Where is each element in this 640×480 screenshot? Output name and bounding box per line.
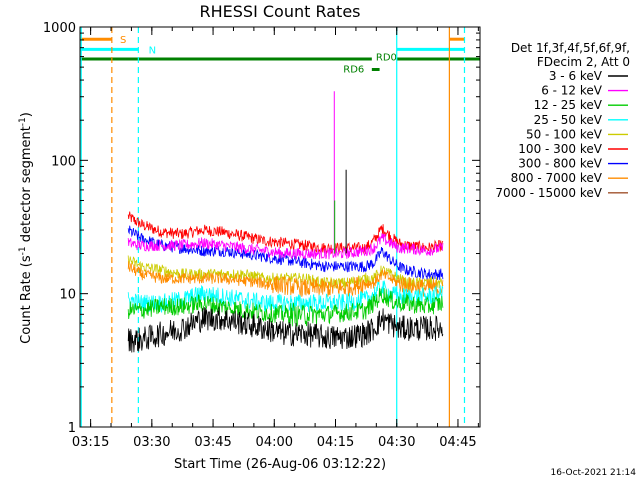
x-axis: 03:15 03:30 03:45 04:00 04:15 04:30 04:45 <box>72 27 479 450</box>
y-tick-label-2: 100 <box>51 154 76 169</box>
footer-date: 16-Oct-2021 21:14 <box>551 468 637 478</box>
legend-header-0: Det 1f,3f,4f,5f,6f,9f, <box>511 41 630 55</box>
y-axis-label-end: ) <box>19 112 34 117</box>
series-line-4 <box>127 261 444 298</box>
legend-label-8: 7000 - 15000 keV <box>495 186 602 200</box>
flag-bar-label-0: S <box>120 35 126 46</box>
x-tick-label-6: 04:45 <box>439 435 476 450</box>
x-tick-label-4: 04:15 <box>317 435 354 450</box>
plot-frame <box>79 26 481 428</box>
legend-label-2: 12 - 25 keV <box>534 98 603 112</box>
flag-bar-1: N <box>80 45 156 56</box>
y-tick-label-1: 10 <box>59 288 76 303</box>
legend-label-3: 25 - 50 keV <box>534 113 603 127</box>
series-line-6 <box>127 287 444 327</box>
legend-label-4: 50 - 100 keV <box>526 127 603 141</box>
y-axis-label-sup2: -1 <box>18 117 28 126</box>
x-axis-label: Start Time (26-Aug-06 03:12:22) <box>174 457 386 472</box>
x-tick-label-1: 03:30 <box>133 435 170 450</box>
y-axis-label-sup1: -1 <box>18 246 28 255</box>
annotation-0: RD0 <box>376 53 397 64</box>
y-axis: 1 10 100 1000 <box>43 21 480 436</box>
legend-label-1: 6 - 12 keV <box>541 84 603 98</box>
y-axis-label-main: Count Rate (s <box>19 255 34 344</box>
y-axis-label-mid: detector segment <box>19 126 34 246</box>
x-tick-label-3: 04:00 <box>256 435 293 450</box>
legend-header-1: FDecim 2, Att 0 <box>537 55 630 69</box>
y-tick-label-0: 1 <box>68 421 76 436</box>
legend-label-5: 100 - 300 keV <box>518 142 602 156</box>
x-tick-label-0: 03:15 <box>72 435 109 450</box>
series-line-3 <box>127 255 444 293</box>
y-tick-label-3: 1000 <box>43 21 76 36</box>
y-axis-label: Count Rate (s-1 detector segment-1) <box>18 112 34 344</box>
plot-area: S N RD6 RD0 <box>80 27 480 427</box>
x-tick-label-5: 04:30 <box>378 435 415 450</box>
flag-bar-0: S <box>80 35 126 46</box>
series-line-2 <box>127 233 444 260</box>
flag-bar-6: RD6 <box>343 64 380 75</box>
x-tick-label-2: 03:45 <box>194 435 231 450</box>
flag-bar-label-1: N <box>149 45 156 56</box>
legend-label-0: 3 - 6 keV <box>549 69 603 83</box>
legend-label-7: 800 - 7000 keV <box>511 171 603 185</box>
legend: Det 1f,3f,4f,5f,6f,9f,FDecim 2, Att 03 -… <box>495 41 630 200</box>
series-line-0 <box>127 211 444 255</box>
chart-title: RHESSI Count Rates <box>200 2 361 21</box>
flag-bar-label-6: RD6 <box>343 64 364 75</box>
legend-label-6: 300 - 800 keV <box>518 157 602 171</box>
series-line-7 <box>127 306 444 353</box>
